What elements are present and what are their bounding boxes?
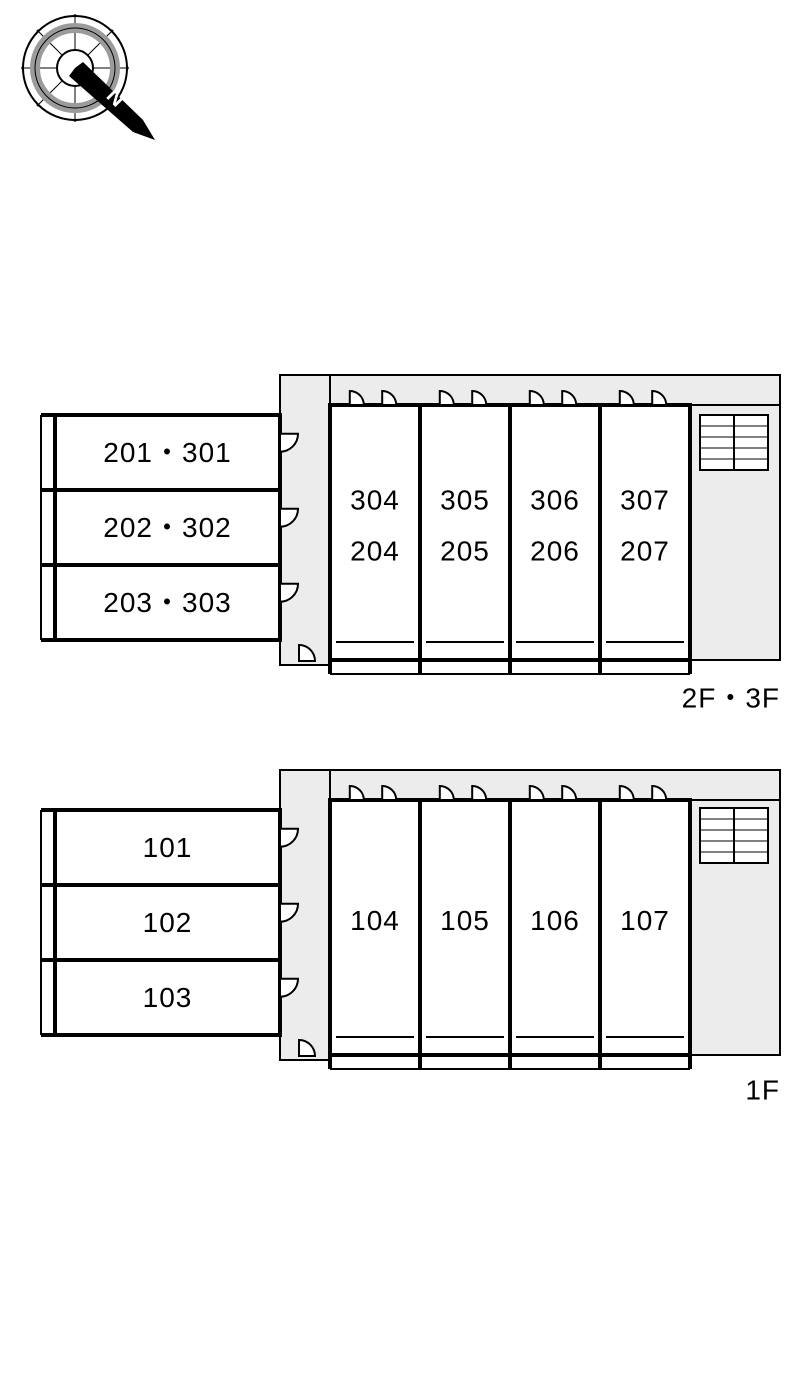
floor-label: 2F・3F (682, 682, 780, 713)
unit-label: 304 (350, 484, 400, 515)
unit-label: 204 (350, 535, 400, 566)
unit-label: 201・301 (103, 437, 231, 468)
floor-plan-lower: 101 102 103 104 105 106 107 1F (41, 770, 780, 1105)
unit-label: 104 (350, 905, 400, 936)
unit-label: 207 (620, 535, 670, 566)
unit-label: 305 (440, 484, 490, 515)
unit-label: 103 (143, 982, 193, 1013)
floor-plan-upper: 201・301 202・302 203・303 304 204 305 205 306 206 3… (41, 375, 780, 713)
unit-label: 102 (143, 907, 193, 938)
stairs-icon (700, 415, 768, 470)
unit-label: 306 (530, 484, 580, 515)
floor-label: 1F (745, 1074, 780, 1105)
unit-label: 101 (143, 832, 193, 863)
unit-label: 203・303 (103, 587, 231, 618)
unit-label: 105 (440, 905, 490, 936)
unit-label: 202・302 (103, 512, 231, 543)
unit-label: 206 (530, 535, 580, 566)
floor-plan-diagram: N 201・301 202・302 203・303 304 204 305 205 306 206… (0, 0, 800, 1373)
unit-label: 205 (440, 535, 490, 566)
stairs-icon (700, 808, 768, 863)
unit-label: 307 (620, 484, 670, 515)
unit-label: 107 (620, 905, 670, 936)
unit-label: 106 (530, 905, 580, 936)
compass-icon: N (21, 14, 155, 140)
